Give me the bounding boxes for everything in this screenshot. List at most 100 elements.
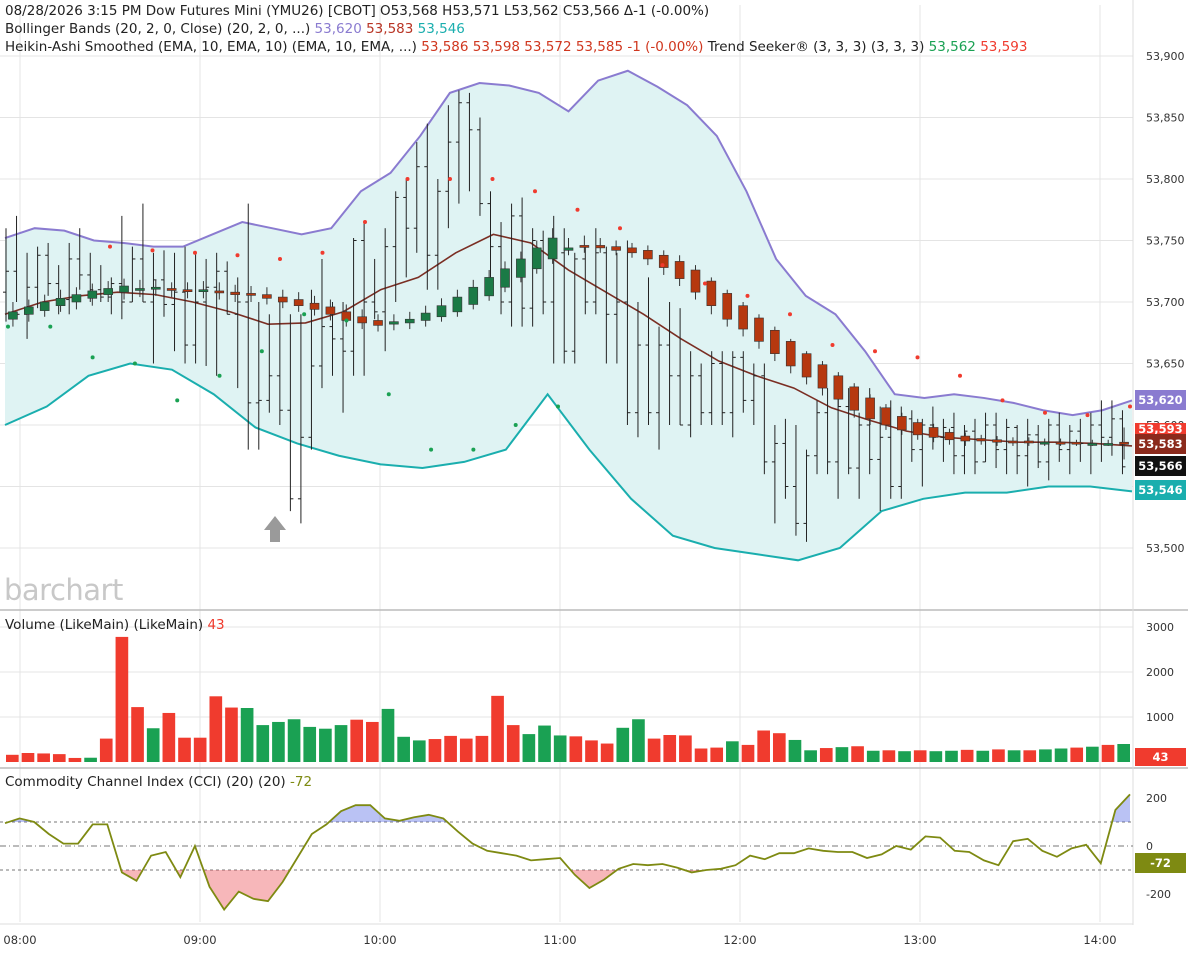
heikin-ashi-body: [87, 290, 98, 299]
trend-seeker-red-dot: [618, 226, 622, 231]
volume-bar: [835, 747, 849, 762]
bollinger-lower-value: 53,546: [417, 21, 465, 37]
trend-seeker-green-value: 53,562: [928, 39, 976, 55]
heikin-ashi-body: [865, 397, 875, 420]
heikin-ashi-body: [833, 375, 844, 400]
trend-seeker-red-dot: [745, 293, 750, 298]
trend-seeker-red-dot: [958, 373, 962, 378]
volume-bar: [819, 748, 833, 762]
heikin-ashi-body: [420, 312, 431, 321]
volume-title-label: Volume (LikeMain) (LikeMain): [5, 617, 204, 633]
trend-seeker-red-dot: [788, 312, 792, 317]
trend-seeker-red-dot: [235, 253, 240, 258]
heikin-ashi-body: [135, 288, 145, 291]
trend-seeker-red-dot: [193, 250, 197, 255]
heikin-ashi-body: [928, 427, 939, 438]
heikin-ashi-body: [452, 296, 463, 313]
trend-seeker-green-dot: [471, 447, 476, 452]
volume-bar: [882, 750, 896, 762]
volume-bar: [84, 757, 97, 762]
trend-seeker-green-dot: [132, 361, 137, 366]
heikin-ashi-body: [563, 247, 574, 251]
heikin-ashi-body: [214, 290, 225, 294]
trend-seeker-red-dot: [490, 177, 495, 181]
price-tick-label: 53,700: [1146, 296, 1185, 309]
volume-bar: [240, 708, 254, 762]
time-tick-label: 14:00: [1083, 933, 1116, 947]
volume-bar: [929, 751, 943, 762]
heikin-ashi-body: [24, 306, 34, 315]
volume-bar: [1054, 748, 1068, 762]
volume-bar: [491, 695, 504, 762]
volume-value: 43: [207, 617, 225, 633]
trend-seeker-green-dot: [259, 349, 264, 354]
time-tick-label: 09:00: [183, 933, 216, 947]
volume-bar: [772, 733, 786, 762]
heikin-ashi-body: [293, 299, 304, 306]
volume-bar: [162, 712, 176, 762]
heikin-ashi-legend: Heikin-Ashi Smoothed (EMA, 10, EMA, 10) …: [5, 38, 1027, 56]
trend-seeker-red-dot: [405, 177, 410, 181]
trend-seeker-red-dot: [1128, 404, 1132, 409]
bollinger-lower-line: [4, 362, 1133, 562]
heikin-ashi-body: [103, 288, 113, 295]
volume-bar: [334, 725, 348, 762]
volume-bar: [193, 737, 207, 762]
volume-tick-label: 3000: [1146, 621, 1174, 634]
trend-seeker-green-dot: [386, 392, 391, 397]
volume-tag: 43: [1135, 748, 1186, 766]
volume-bar: [459, 738, 473, 762]
volume-bar: [538, 725, 551, 762]
volume-bar: [788, 739, 802, 762]
cci-tag: -72: [1135, 853, 1186, 873]
heikin-ashi-body: [182, 289, 193, 293]
volume-bar: [710, 747, 724, 762]
heikin-ashi-body: [230, 291, 240, 295]
heikin-ashi-body: [389, 321, 399, 325]
volume-bar: [569, 736, 583, 762]
heikin-ashi-body: [1103, 443, 1113, 446]
bollinger-band-lines: [4, 69, 1133, 562]
volume-bar: [287, 719, 301, 762]
chart-header-line: 08/28/2026 3:15 PM Dow Futures Mini (YMU…: [5, 3, 710, 19]
volume-bar: [898, 751, 911, 762]
heikin-ashi-body: [119, 285, 129, 293]
volume-bar: [225, 707, 238, 762]
heikin-ashi-body: [436, 305, 447, 318]
time-tick-label: 12:00: [723, 933, 756, 947]
heikin-ashi-body: [325, 306, 336, 315]
heikin-ashi-body: [166, 288, 177, 291]
volume-bar: [632, 719, 645, 762]
heikin-ashi-body: [754, 317, 764, 342]
trend-seeker-green-dot: [513, 423, 518, 427]
trend-seeker-dots: [6, 177, 1132, 452]
heikin-ashi-body: [801, 353, 812, 378]
trend-seeker-red-dot: [575, 207, 580, 212]
trend-seeker-green-dot: [175, 398, 180, 403]
cci-overbought-fill: [329, 805, 448, 822]
heikin-ashi-body: [738, 305, 748, 330]
heikin-ashi-values: 53,586 53,598 53,572 53,585 -1 (-0.00%): [421, 39, 704, 55]
volume-bar: [851, 746, 864, 762]
cci-tick-label: 200: [1146, 792, 1167, 805]
trend-seeker-red-dot: [873, 349, 877, 354]
heikin-ashi-body: [1119, 441, 1129, 445]
price-tag-bb-lower: 53,546: [1135, 480, 1186, 500]
cci-tick-label: -200: [1146, 888, 1171, 901]
volume-bar: [209, 696, 223, 762]
heikin-ashi-body: [690, 269, 701, 293]
volume-bar: [647, 738, 661, 762]
cci-title-label: Commodity Channel Index (CCI) (20) (20): [5, 774, 286, 790]
heikin-ashi-candles: [8, 228, 1129, 460]
trend-seeker-green-dot: [217, 373, 222, 378]
volume-bar: [444, 735, 457, 762]
heikin-ashi-body: [277, 296, 288, 303]
heikin-ashi-body: [960, 435, 971, 442]
bollinger-middle-line: [4, 233, 1133, 447]
volume-bar: [976, 750, 990, 762]
heikin-ashi-body: [817, 364, 828, 389]
heikin-ashi-body: [357, 316, 367, 324]
volume-bar: [757, 730, 770, 762]
volume-bar: [679, 735, 692, 762]
